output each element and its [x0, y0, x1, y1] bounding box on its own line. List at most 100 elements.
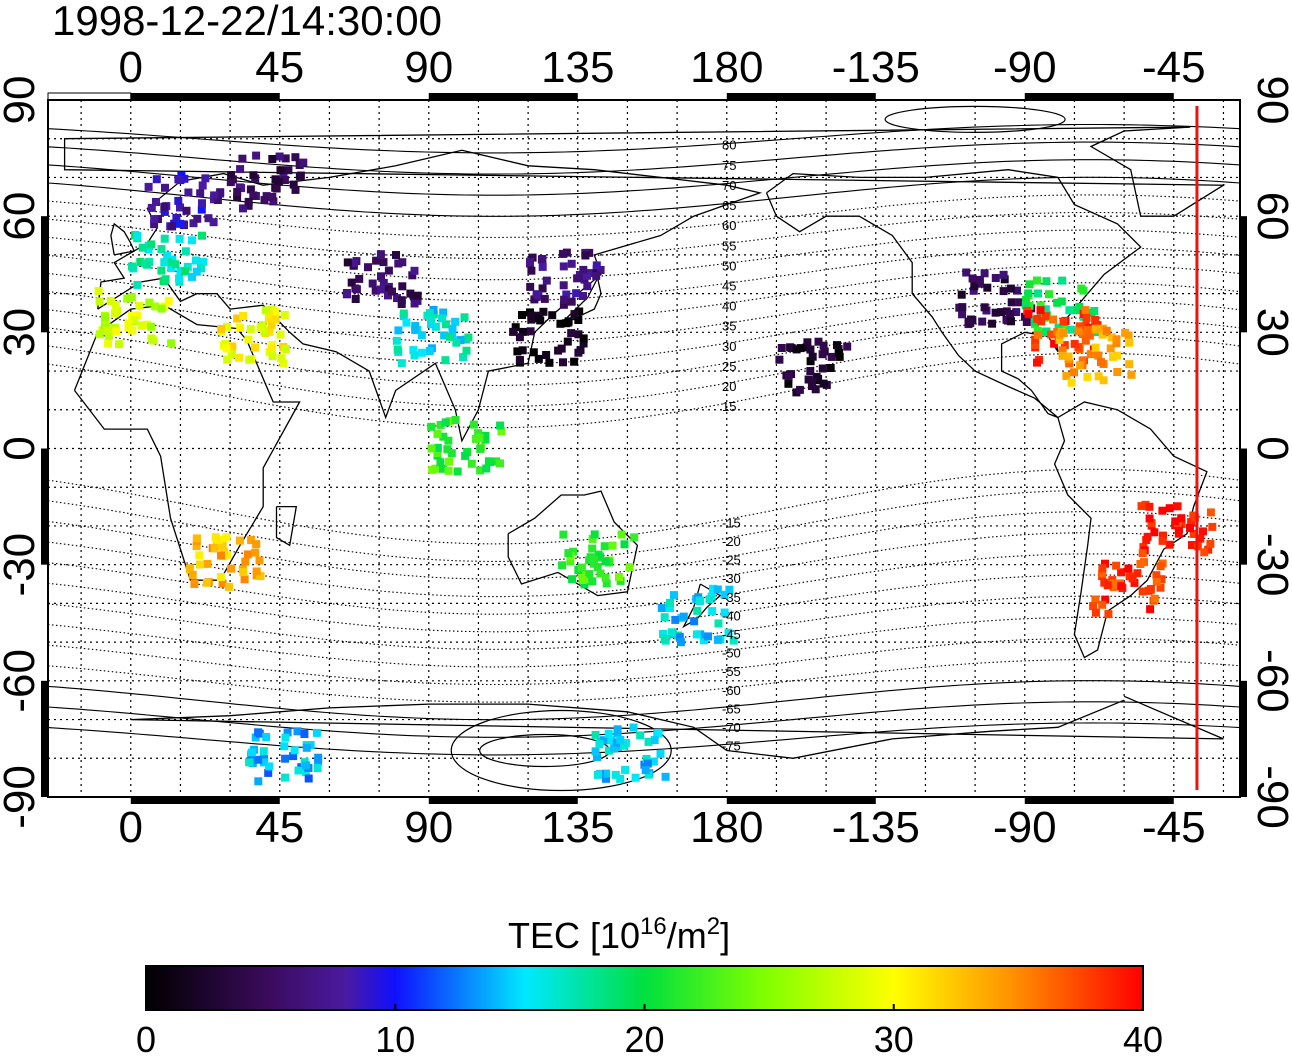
tec-pixel — [1034, 331, 1042, 340]
mlat-contour — [48, 722, 1240, 756]
tec-pixel — [497, 427, 506, 436]
mlat-contour — [48, 247, 1240, 302]
tec-pixel — [147, 203, 156, 212]
tec-pixel — [379, 278, 388, 287]
tec-pixel — [251, 343, 260, 352]
tec-pixel — [641, 766, 650, 775]
tec-pixel — [239, 204, 247, 213]
tec-pixel — [191, 256, 200, 265]
tec-pixel — [280, 742, 289, 751]
tec-pixel — [1150, 528, 1159, 537]
tec-pixel — [1145, 502, 1154, 511]
tec-pixel — [265, 762, 274, 771]
tec-pixel — [1033, 276, 1041, 285]
tec-pixel — [1024, 289, 1033, 298]
tec-pixel — [988, 319, 997, 328]
tec-pixel — [1006, 310, 1015, 318]
tec-pixel — [147, 240, 156, 249]
tec-pixel — [136, 257, 145, 266]
tec-pixel — [644, 770, 653, 779]
contour-label: 50 — [722, 258, 736, 273]
tec-pixel — [440, 331, 449, 340]
tec-pixel — [104, 339, 113, 348]
tec-pixel — [572, 289, 581, 298]
tec-pixel — [379, 258, 388, 267]
tec-pixel — [660, 634, 669, 643]
top-lon-tick-label: 90 — [404, 43, 453, 92]
tec-pixel — [1186, 524, 1194, 532]
tec-pixel — [602, 774, 610, 783]
tec-pixel — [313, 764, 322, 773]
tec-pixel — [1045, 290, 1053, 299]
mlat-contour — [48, 211, 1240, 260]
tec-pixel — [1125, 360, 1134, 369]
tec-pixel — [613, 725, 622, 734]
tec-pixel — [277, 354, 286, 363]
tec-pixel — [980, 269, 989, 278]
tec-pixel — [417, 331, 426, 340]
contour-label: -30 — [722, 571, 741, 586]
tec-pixel — [806, 367, 815, 375]
tec-pixel — [281, 754, 290, 763]
tec-pixel — [1171, 517, 1180, 526]
tec-pixel — [1042, 327, 1051, 336]
tec-pixel — [564, 317, 573, 326]
tec-pixel — [806, 357, 815, 366]
tec-pixel — [1042, 312, 1050, 321]
tec-pixel — [198, 181, 207, 190]
tec-pixel — [1101, 595, 1110, 604]
tec-pixel — [349, 259, 358, 268]
tec-pixel — [476, 444, 485, 453]
tec-pixel — [461, 451, 470, 460]
tec-pixel — [1082, 313, 1091, 322]
tec-pixel — [355, 274, 364, 283]
tec-pixel — [239, 312, 248, 320]
tec-pixel — [149, 336, 158, 345]
tec-pixel — [446, 332, 454, 341]
tec-pixel — [1190, 513, 1199, 522]
tec-pixel — [1200, 548, 1209, 557]
tec-pixel — [596, 552, 604, 561]
tec-pixel — [343, 258, 352, 267]
tec-pixel — [281, 154, 290, 163]
tec-pixel — [1124, 564, 1133, 573]
tec-pixel — [1152, 577, 1161, 586]
top-lon-tick-label: -45 — [1142, 43, 1206, 92]
tec-pixel — [124, 319, 133, 328]
tec-pixel — [1065, 359, 1074, 368]
colorbar — [145, 965, 1144, 1011]
tec-pixel — [1196, 534, 1205, 543]
tec-pixel — [469, 420, 478, 429]
tec-pixel — [267, 320, 276, 329]
tec-pixel — [1091, 595, 1100, 604]
tec-pixel — [629, 723, 638, 732]
tec-pixel — [1106, 344, 1115, 353]
tec-pixel — [1113, 368, 1122, 376]
tec-pixel — [1165, 504, 1174, 513]
tec-pixel — [819, 341, 828, 350]
tec-pixel — [591, 747, 600, 756]
colorbar-tick-labels: 0 10 20 30 40 — [136, 1004, 1163, 1057]
tec-pixel — [441, 418, 450, 427]
tec-pixel — [133, 280, 142, 289]
tec-pixel — [152, 198, 160, 206]
contour-label: 35 — [722, 319, 736, 334]
tec-pixel — [268, 352, 277, 361]
tec-pixel — [259, 747, 268, 756]
tec-pixel — [211, 533, 220, 542]
tec-pixel — [602, 579, 611, 588]
tec-pixel — [174, 175, 183, 184]
tec-pixel — [611, 770, 620, 779]
tec-pixel — [630, 533, 639, 542]
tec-pixel — [431, 464, 440, 473]
tec-pixel — [101, 313, 110, 322]
coastline — [765, 169, 1142, 419]
tec-pixel — [1022, 296, 1030, 304]
tec-pixel — [167, 339, 176, 348]
tec-pixel — [1060, 341, 1069, 350]
tec-pixel — [189, 219, 198, 228]
coastline — [63, 126, 1226, 217]
tec-pixel — [260, 758, 268, 767]
tec-pixel — [393, 345, 402, 354]
tec-pixel — [713, 635, 722, 644]
